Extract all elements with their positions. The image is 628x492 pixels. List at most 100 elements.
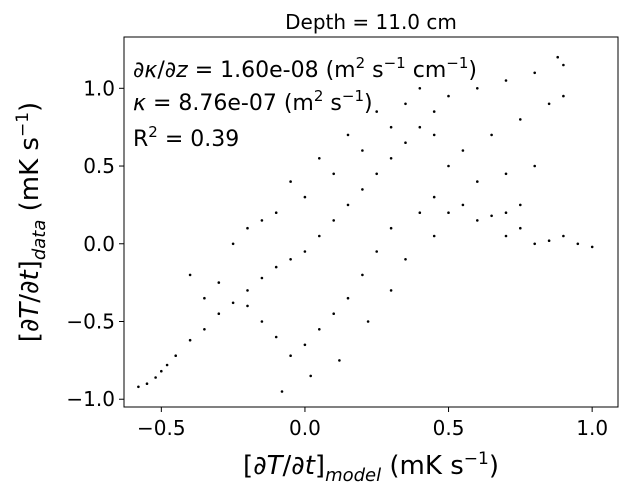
- scatter-point: [504, 211, 508, 214]
- scatter-point: [332, 172, 336, 176]
- scatter-point: [375, 250, 379, 253]
- scatter-point: [332, 219, 336, 222]
- scatter-point: [203, 296, 206, 300]
- scatter-point: [174, 354, 177, 358]
- scatter-point: [461, 149, 465, 152]
- scatter-point: [346, 133, 350, 137]
- scatter-point: [389, 157, 393, 160]
- scatter-point: [519, 203, 522, 207]
- annotation-dkappa-dz: ∂κ/∂z = 1.60e-08 (m2 s−1 cm−1): [133, 54, 477, 83]
- scatter-point: [389, 125, 393, 129]
- chart-title: Depth = 11.0 cm: [285, 10, 457, 34]
- scatter-point: [432, 234, 436, 238]
- scatter-points: [137, 55, 594, 393]
- scatter-point: [303, 195, 307, 199]
- scatter-point: [231, 242, 235, 246]
- scatter-point: [476, 180, 479, 183]
- scatter-point: [576, 242, 580, 246]
- scatter-point: [231, 301, 235, 305]
- scatter-point: [289, 258, 292, 261]
- scatter-point: [188, 338, 192, 342]
- scatter-point: [309, 374, 313, 378]
- scatter-point: [519, 118, 522, 121]
- scatter-point: [188, 273, 192, 277]
- scatter-point: [447, 211, 450, 214]
- scatter-point: [246, 226, 249, 230]
- scatter-point: [303, 343, 307, 347]
- y-tick-label: 1.0: [83, 76, 115, 100]
- x-tick-label: 1.0: [576, 416, 608, 440]
- y-axis-label: [∂T/∂t]data (mK s−1): [13, 102, 50, 342]
- scatter-point: [476, 219, 479, 222]
- scatter-point: [361, 188, 364, 191]
- scatter-point: [404, 141, 407, 144]
- scatter-point: [476, 87, 479, 90]
- scatter-point: [274, 265, 278, 269]
- y-tick-label: 0.0: [83, 232, 115, 256]
- scatter-point: [246, 304, 249, 308]
- scatter-point: [303, 250, 307, 253]
- x-axis-label: [∂T/∂t]model (mK s−1): [243, 449, 499, 486]
- scatter-point: [318, 328, 321, 331]
- scatter-point: [289, 354, 292, 358]
- scatter-point: [165, 363, 169, 367]
- scatter-point: [432, 110, 436, 113]
- scatter-point: [217, 281, 221, 284]
- scatter-point: [547, 102, 551, 106]
- x-tick-label: 0.5: [433, 416, 465, 440]
- scatter-point: [375, 110, 379, 113]
- scatter-point: [404, 258, 407, 261]
- scatter-point: [274, 211, 278, 214]
- scatter-point: [366, 320, 370, 323]
- y-tick-label: −0.5: [66, 309, 115, 333]
- scatter-point: [260, 219, 264, 222]
- scatter-point: [590, 245, 594, 249]
- scatter-point: [418, 125, 422, 129]
- y-tick-label: −1.0: [66, 387, 115, 411]
- scatter-point: [389, 226, 393, 230]
- y-axis-ticks: −1.0 −0.5 0.0 0.5 1.0: [66, 76, 124, 411]
- scatter-point: [461, 203, 465, 207]
- x-tick-label: −0.5: [137, 416, 186, 440]
- scatter-point: [562, 63, 565, 67]
- scatter-point: [447, 164, 450, 168]
- scatter-point: [154, 376, 157, 379]
- x-axis-label-symbol: ∂T: [253, 451, 284, 481]
- scatter-point: [547, 239, 551, 242]
- scatter-point: [346, 203, 350, 207]
- scatter-point: [280, 390, 284, 393]
- scatter-point: [490, 133, 493, 137]
- scatter-point: [404, 102, 407, 106]
- scatter-point: [432, 133, 436, 137]
- y-tick-label: 0.5: [83, 154, 115, 178]
- x-tick-label: 0.0: [289, 416, 321, 440]
- scatter-point: [533, 71, 536, 75]
- scatter-point: [246, 289, 249, 292]
- scatter-point: [504, 172, 508, 176]
- annotation-kappa: κ = 8.76e-07 (m2 s−1): [133, 87, 373, 116]
- scatter-point: [160, 369, 163, 373]
- scatter-point: [490, 214, 493, 218]
- scatter-point: [361, 149, 364, 152]
- scatter-point: [533, 164, 536, 168]
- scatter-point: [203, 328, 206, 331]
- scatter-point: [346, 296, 350, 300]
- scatter-point: [432, 195, 436, 199]
- scatter-point: [318, 157, 321, 160]
- scatter-point: [332, 312, 336, 316]
- scatter-point: [447, 94, 450, 98]
- scatter-point: [217, 312, 221, 316]
- scatter-point: [418, 211, 422, 214]
- scatter-point: [504, 79, 508, 82]
- scatter-point: [519, 226, 522, 230]
- scatter-point: [289, 180, 292, 183]
- scatter-point: [137, 385, 140, 389]
- scatter-point: [338, 359, 341, 362]
- scatter-point: [504, 234, 508, 238]
- axes-frame: [123, 36, 619, 408]
- scatter-point: [375, 172, 379, 176]
- scatter-point: [562, 94, 565, 98]
- scatter-point: [418, 87, 422, 90]
- scatter-point: [274, 335, 278, 339]
